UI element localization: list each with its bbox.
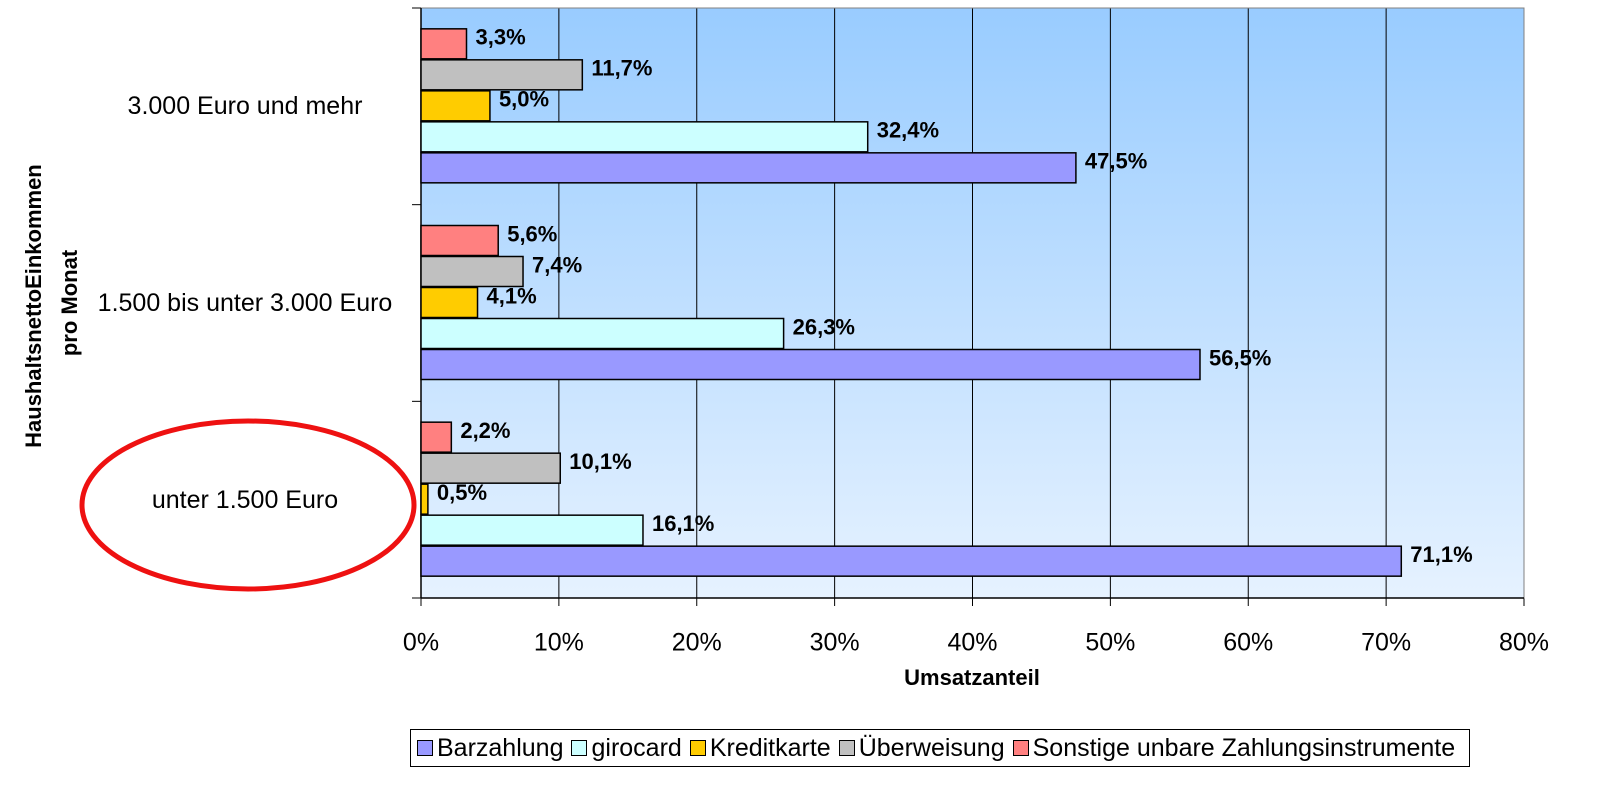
highlight-ellipse [79,418,417,592]
legend-item: girocard [571,733,682,763]
legend-label: Überweisung [858,733,1005,762]
x-tick-label: 60% [1223,629,1273,657]
x-tick-label: 30% [810,629,860,657]
legend-item: Kreditkarte [689,733,831,763]
data-label: 11,7% [591,56,652,81]
y-axis-title-line: HaushaltsnettoEinkommen [21,164,46,448]
data-label: 10,1% [569,449,631,474]
data-label: 4,1% [487,283,537,308]
x-axis-title: Umsatzanteil [904,665,1040,690]
bar [420,317,785,350]
data-label: 3,3% [475,25,525,50]
legend-item: Überweisung [838,733,1005,763]
bar [420,28,468,60]
x-tick-label: 10% [534,629,584,657]
bar [420,545,1403,577]
data-label: 26,3% [793,314,855,339]
bar [420,152,1077,184]
data-label: 2,2% [460,418,510,443]
data-label: 5,0% [499,87,549,112]
y-axis-title-line: pro Monat [57,249,82,356]
bar [420,59,584,91]
y-tick-label: unter 1.500 Euro [151,485,339,514]
bar [420,514,644,546]
bar [420,286,479,319]
data-label: 71,1% [1410,542,1472,567]
bar [420,348,1201,381]
legend-item: Barzahlung [417,734,563,763]
bar [420,421,453,453]
legend-swatch [1012,740,1029,756]
data-label: 47,5% [1085,149,1147,174]
x-tick-label: 70% [1361,629,1411,657]
legend-swatch [689,740,706,756]
y-tick-label: 1.500 bis unter 3.000 Euro [97,289,393,317]
y-tick-label: 3.000 Euro und mehr [127,92,363,121]
legend-swatch [417,740,433,756]
y-axis-title: HaushaltsnettoEinkommen pro Monat [21,158,82,448]
data-label: 16,1% [652,511,714,536]
x-tick-label: 0% [403,629,439,657]
legend-swatch [571,740,588,756]
bar [420,452,562,484]
legend-item: Sonstige unbare Zahlungsinstrumente [1012,733,1456,763]
x-tick-label: 20% [672,629,722,657]
legend: Barzahlung girocard Kreditkarte Überweisung… [410,729,1471,767]
x-tick-label: 50% [1085,629,1135,657]
bar [420,90,491,122]
bar [420,255,524,288]
legend-label: Sonstige unbare Zahlungsinstrumente [1032,733,1456,762]
legend-label: Kreditkarte [709,733,831,762]
data-label: 0,5% [437,480,487,505]
data-label: 56,5% [1209,345,1271,370]
bar [420,224,499,257]
data-label: 32,4% [877,118,939,143]
x-tick-label: 40% [947,629,997,657]
x-tick-label: 80% [1499,629,1549,657]
data-label: 7,4% [532,252,582,277]
data-label: 5,6% [507,221,557,246]
bar [420,483,429,515]
legend-label: Barzahlung [437,733,564,762]
bar [420,121,869,153]
legend-swatch [838,740,855,756]
legend-label: girocard [591,733,682,762]
